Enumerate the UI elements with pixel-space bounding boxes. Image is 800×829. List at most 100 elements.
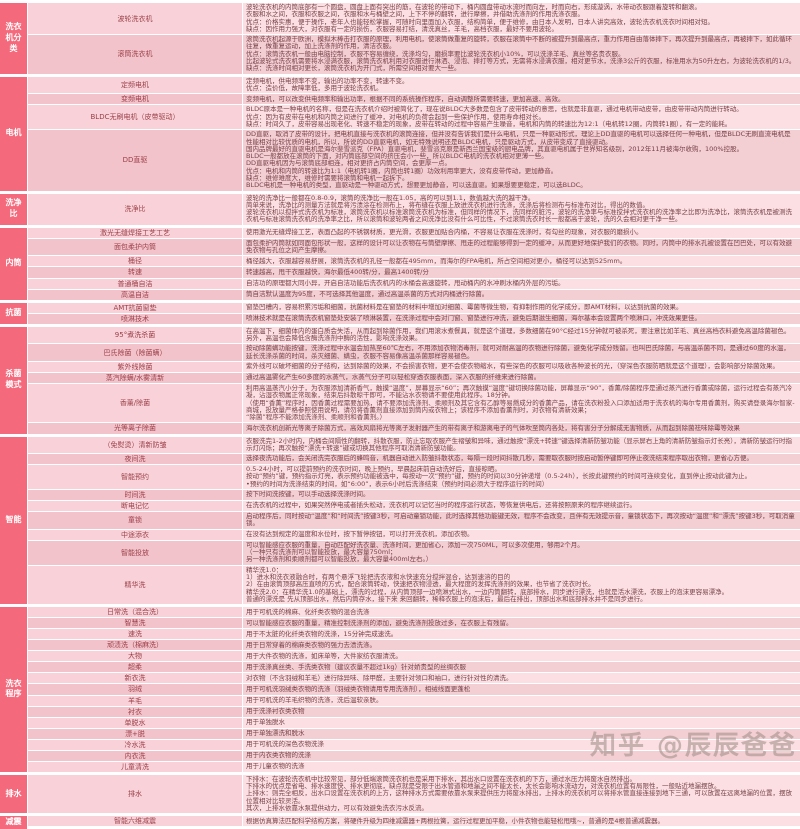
row-content: 波轮洗衣机的内筒底部有一个圆盘，圆盘上面有突出的筋，在波轮的带动下，桶内圆盘带动…: [243, 3, 800, 35]
row-label: 巴氏除菌（除菌螨）: [28, 344, 242, 361]
category-group: 智能 （免熨烫）清新防皱 衣服洗完1-2小时内，内桶会间隔性的翻转，抖散衣服，防止忘…: [0, 436, 800, 605]
category-rows: AMT抗菌窗垫 窗垫凹槽内，容易积累污垢和细菌，抗菌材料是在窗垫的材料中增加对细菌…: [28, 302, 800, 324]
row-content: 用于内衣类衣物的洗涤: [243, 750, 800, 761]
table-row: （免熨烫）清新防皱 衣服洗完1-2小时内，内桶会间隔性的翻转，抖散衣服，防止忘取衣…: [28, 436, 800, 454]
table-row: 衬衣 用于洗涤衬衣类衣物: [28, 706, 800, 717]
table-row: 智慧洗 可以智能感应衣服的重量，精准控制洗涤剂的添加，避免洗涤剂投放过多，在衣服上…: [28, 618, 800, 629]
row-label: 羽绒: [28, 684, 242, 695]
table-row: 桶径 桶径越大，衣服越容易舒展，滚筒洗衣机的孔径一般都在495mm，而海尔的FPA…: [28, 256, 800, 267]
table-row: 中途添衣 在没有达到规定的温度和水位时，按下暂停按钮，可以打开洗衣机，添加衣物。: [28, 529, 800, 540]
table-row: 日常洗（混合洗） 用于可机洗的棉麻、化纤类衣物的混合洗涤: [28, 607, 800, 618]
row-content: 在没有达到规定的温度和水位时，按下暂停按钮，可以打开洗衣机，添加衣物。: [243, 529, 800, 540]
row-content: DD直驱，取消了皮带的设计，把电机直接与洗衣机的滚筒连接，但并没有告诉我们是什么…: [243, 130, 800, 191]
table-row: 95°煮洗杀菌 在高温下，细菌体内的蛋白质会失活，从而起到除菌作用，我们用滚水煮餐…: [28, 326, 800, 344]
row-label: 普通桶自洁: [28, 278, 242, 289]
table-row: AMT抗菌窗垫 窗垫凹槽内，容易积累污垢和细菌，抗菌材料是在窗垫的材料中增加对细菌…: [28, 302, 800, 313]
row-content: 根据仿真算法匹配科学结构方案，将硬件升级为四维减震器+两根拉簧，运行过程更加平稳…: [243, 816, 800, 827]
row-content: 用于单独漂洗和脱水: [243, 728, 800, 739]
category-group: 洗衣程序 日常洗（混合洗） 用于可机洗的棉麻、化纤类衣物的混合洗涤 智慧洗 可以智能感应…: [0, 607, 800, 772]
row-label: 精华洗: [28, 565, 242, 605]
category-group: 洗衣机分类 波轮洗衣机 波轮洗衣机的内筒底部有一个圆盘，圆盘上面有突出的筋，在波轮的…: [0, 3, 800, 74]
row-content: BLDC原本是一种电机的名称，但是在洗衣机介绍时被简化了，现在说BLDC大多数是…: [243, 105, 800, 130]
table-row: 断电记忆 在洗衣机的过程中，如果突然停电或者插头松动，洗衣机可以记忆当时的程序运行…: [28, 501, 800, 512]
row-label: 紫外线除菌: [28, 361, 242, 372]
row-content: 海尔洗衣机创新光等离子除菌方式，高效风扇将光等离子发射器产生的带有离子和游离电子…: [243, 423, 800, 434]
row-content: 桶径越大，衣服越容易舒展，滚筒洗衣机的孔径一般都在495mm，而海尔的FPA电机…: [243, 256, 800, 267]
table-row: 羽绒 用于可机洗羽绒类衣物的洗涤（羽绒类衣物请用专用洗涤剂），相绒线面更蓬松: [28, 684, 800, 695]
row-label: 内衣洗: [28, 750, 242, 761]
table-row: 漂+脱 用于单独漂洗和脱水: [28, 728, 800, 739]
row-label: 夜间洗: [28, 454, 242, 465]
category-group: 电机 定频电机 定频电机，供电频率不变，输出的功率不变，转速不变。 优点：造价低，故…: [0, 76, 800, 191]
row-content: 定频电机，供电频率不变，输出的功率不变，转速不变。 优点：造价低，故障率低，多用…: [243, 76, 800, 94]
row-content: 波轮的洗净比一般都在0.8-0.9，滚筒的洗净比一般在1.05，高的可以到1.1…: [243, 193, 800, 225]
row-label: 新衣洗: [28, 673, 242, 684]
row-label: 超柔: [28, 662, 242, 673]
row-content: 用于洗涤真丝类、手洗类衣物（建议衣量不超过1kg）针对娇贵型的丝绸衣服: [243, 662, 800, 673]
row-content: 启动程序后，同时按动“温度”和“时间洗”按键3秒，可启动童锁功能，此时选择其他功…: [243, 512, 800, 529]
row-label: 童锁: [28, 512, 242, 529]
table-row: 夜间洗 选择夜洗功能后，会关闭洗完衣服后的蜂鸣音，机器自动进入防皱抖散状态，每隔一…: [28, 454, 800, 465]
row-label: 速洗: [28, 629, 242, 640]
category-rows: 95°煮洗杀菌 在高温下，细菌体内的蛋白质会失活，从而起到除菌作用，我们用滚水煮餐…: [28, 326, 800, 434]
table-row: 洗净比 波轮的洗净比一般都在0.8-0.9，滚筒的洗净比一般在1.05，高的可以到…: [28, 193, 800, 225]
table-row: 时间洗 按下时间洗按键，可以手动选择洗涤时间。: [28, 490, 800, 501]
row-content: 喷淋技术就是在滚筒洗衣机窗垫处安装了喷淋装置，在洗涤过程中会对门窗、窗垫进行冲洗…: [243, 313, 800, 324]
table-row: 顽渍洗（棉麻洗） 用于日常穿着的棉麻类衣物的强力去渍洗涤。: [28, 640, 800, 651]
row-content: 通过高温雾化产生60多度的水蒸气，水蒸气分子可以轻松穿透衣服表面，深入衣服的纤维…: [243, 372, 800, 383]
table-row: 光等离子除菌 海尔洗衣机创新光等离子除菌方式，高效风扇将光等离子发射器产生的带有离…: [28, 423, 800, 434]
row-content: 使用激光无缝焊接工艺，表面凸起的不锈钢材质，更光滑，衣服更加贴合内桶，不容易让衣…: [243, 227, 800, 238]
row-label: 儿童清洗: [28, 761, 242, 772]
category-rows: 智能六维减震 根据仿真算法匹配科学结构方案，将硬件升级为四维减震器+两根拉簧，运行…: [28, 816, 800, 829]
row-label: 蒸汽除螨/水雾清新: [28, 372, 242, 383]
category-rows: 洗净比 波轮的洗净比一般都在0.8-0.9，滚筒的洗净比一般在1.05，高的可以到…: [28, 193, 800, 225]
table-row: DD直驱 DD直驱，取消了皮带的设计，把电机直接与洗衣机的滚筒连接，但并没有告诉我…: [28, 130, 800, 191]
category-group: 内筒 激光无缝焊接工艺工艺 使用激光无缝焊接工艺，表面凸起的不锈钢材质，更光滑，衣服…: [0, 227, 800, 300]
row-content: 对衣物（不含羽绒和羊毛）进行除异味、除甲醛，主要针对领口和袖口，进行针对性的清洗…: [243, 673, 800, 684]
table-row: 智能投放 可以智能感应衣服的重量，自动匹配好洗衣量、洗涤时间，更加省心，添加一次7…: [28, 540, 800, 565]
row-label: 光等离子除菌: [28, 423, 242, 434]
category-rows: 定频电机 定频电机，供电频率不变，输出的功率不变，转速不变。 优点：造价低，故障率…: [28, 76, 800, 191]
table-row: 冷水洗 用于可机洗的深色衣物洗涤: [28, 739, 800, 750]
table-row: 童锁 启动程序后，同时按动“温度”和“时间洗”按键3秒，可启动童锁功能，此时选择其…: [28, 512, 800, 529]
row-content: 可以智能感应衣服的重量，自动匹配好洗衣量、洗涤时间，更加省心，添加一次750ML…: [243, 540, 800, 565]
row-content: 用于大件衣物的洗涤，如床单等，大件家纺衣服清洗。: [243, 651, 800, 662]
row-label: 桶径: [28, 256, 242, 267]
row-content: 紫外线可以破坏细菌的分子结构，达到除菌的效果，不会损害衣物，更不会使衣物缩水，有…: [243, 361, 800, 372]
row-content: 选择夜洗功能后，会关闭洗完衣服后的蜂鸣音，机器自动进入防皱抖散状态，每隔一段时间…: [243, 454, 800, 465]
table-row: 转速 转速越高，甩干衣服越快，海尔最低400转/分，最高1400转/分: [28, 267, 800, 278]
category-cell: 电机: [0, 76, 27, 191]
row-content: 用于单独脱水: [243, 717, 800, 728]
row-label: 高温自洁: [28, 289, 242, 300]
category-group: 减震 智能六维减震 根据仿真算法匹配科学结构方案，将硬件升级为四维减震器+两根拉簧，…: [0, 816, 800, 829]
table-row: 羊毛 用于可机洗的羊毛织物的洗涤，洗后温软亲肤。: [28, 695, 800, 706]
table-row: 速洗 用于不太脏的化纤类衣物的洗涤，15分钟完成速洗。: [28, 629, 800, 640]
row-label: 波轮洗衣机: [28, 3, 242, 35]
table-row: 变频电机 变频电机，可以改变供电频率和输出功率，根据不同的系统操作程序，自动调整所…: [28, 94, 800, 105]
row-label: 单脱水: [28, 717, 242, 728]
table-row: 波轮洗衣机 波轮洗衣机的内筒底部有一个圆盘，圆盘上面有突出的筋，在波轮的带动下，桶…: [28, 3, 800, 35]
row-content: 0.5-24小时，可以提前预约的洗衣时间，晚上预约，早晨起床前自动洗好后，直接晾…: [243, 465, 800, 490]
row-content: 利用高温蒸汽小分子，为衣服添加清新香气，触摸“温度”，屏幕显示“60”；再次触摸…: [243, 383, 800, 423]
category-cell: 内筒: [0, 227, 27, 300]
table-row: 面包柔护内筒 面包柔护内筒就如同面包形状一般，这样的设计可以让衣物在与筒壁摩擦、甩…: [28, 238, 800, 256]
row-label: AMT抗菌窗垫: [28, 302, 242, 313]
table-row: 儿童清洗 用于儿童衣物的洗涤: [28, 761, 800, 772]
category-cell: 减震: [0, 816, 27, 829]
row-content: 自洁功的原理都大同小异，开启自洁功能后洗衣机内的水桶会高速旋转，甩动桶内的水冲刷…: [243, 278, 800, 289]
row-content: 可以智能感应衣服的重量，精准控制洗涤剂的添加，避免洗涤剂投放过多，在衣服上有残留…: [243, 618, 800, 629]
row-content: 按动除菌螨功能按键，洗涤过程中水温会加热至60℃左右，不用添加衣物消毒剂，就可对…: [243, 344, 800, 361]
table-row: 香薰/除菌 利用高温蒸汽小分子，为衣服添加清新香气，触摸“温度”，屏幕显示“60”…: [28, 383, 800, 423]
row-label: 冷水洗: [28, 739, 242, 750]
row-label: 滚筒洗衣机: [28, 35, 242, 74]
row-content: 面包柔护内筒就如同面包形状一般，这样的设计可以让衣物在与筒壁摩擦、甩走的过程能够…: [243, 238, 800, 256]
row-content: 用于洗涤衬衣类衣物: [243, 706, 800, 717]
row-label: 断电记忆: [28, 501, 242, 512]
table-row: 激光无缝焊接工艺工艺 使用激光无缝焊接工艺，表面凸起的不锈钢材质，更光滑，衣服更加…: [28, 227, 800, 238]
category-cell: 洗衣程序: [0, 607, 27, 772]
row-label: 香薰/除菌: [28, 383, 242, 423]
row-content: 用于儿童衣物的洗涤: [243, 761, 800, 772]
row-content: 转速越高，甩干衣服越快，海尔最低400转/分，最高1400转/分: [243, 267, 800, 278]
row-label: 衬衣: [28, 706, 242, 717]
table-row: 滚筒洗衣机 滚筒洗衣机起源于欧洲，模拟木棒击打衣服的原理，利用电机，使滚筒做重复的…: [28, 35, 800, 74]
